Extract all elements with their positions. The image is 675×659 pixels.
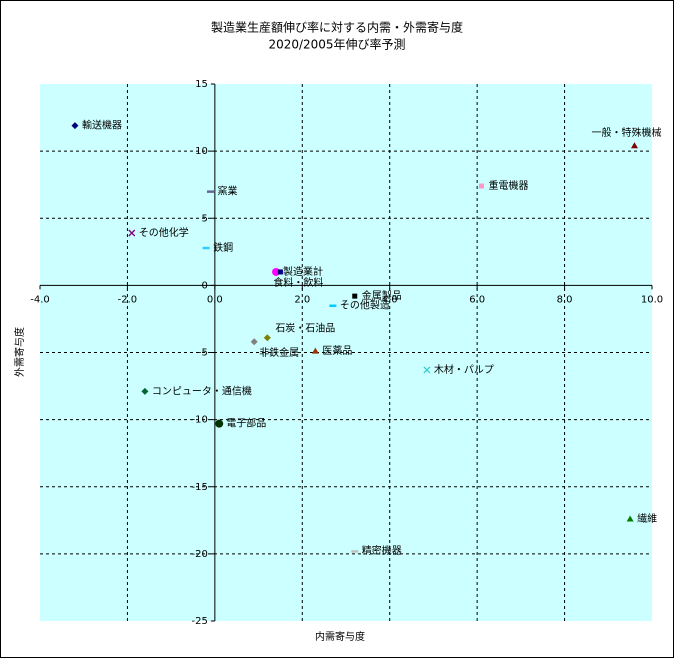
point-label: 繊維 [637, 512, 657, 525]
y-tick-label: 15 [195, 79, 208, 90]
point [215, 419, 224, 428]
chart-title: 製造業生産額伸び率に対する内需・外需寄与度 [211, 20, 463, 35]
y-tick-label: -10 [192, 415, 208, 426]
point-label: 石炭・石油品 [275, 322, 335, 335]
y-tick-label: -5 [198, 348, 208, 359]
x-tick-label: 8.0 [557, 294, 573, 305]
chart-subtitle: 2020/2005年伸び率予測 [268, 37, 405, 52]
point [626, 515, 634, 522]
x-axis-title: 内需寄与度 [315, 630, 365, 643]
point [250, 338, 258, 346]
x-tick-label: -2.0 [118, 294, 138, 305]
x-tick-label: -4.0 [30, 294, 50, 305]
y-tick-label: -20 [192, 549, 208, 560]
point-label: 一般・特殊機械 [592, 126, 662, 139]
x-tick-label: 4.0 [382, 294, 398, 305]
point [277, 269, 283, 275]
y-tick-label: 10 [195, 146, 208, 157]
point-label: 非鉄金属 [259, 346, 299, 359]
y-tick-label: -25 [192, 616, 208, 627]
point-label: 製造業計 [283, 265, 323, 278]
point [423, 366, 431, 374]
y-tick-label: -15 [192, 482, 208, 493]
point-label: 重電機器 [489, 179, 529, 192]
point [128, 229, 136, 237]
point [71, 122, 79, 130]
x-tick-label: 6.0 [469, 294, 485, 305]
point [631, 142, 639, 149]
x-tick-label: 2.0 [294, 294, 310, 305]
point [479, 183, 485, 189]
point-label: 電子部品 [226, 417, 266, 430]
x-tick-label: 10.0 [641, 294, 663, 305]
point [329, 304, 337, 308]
point-label: その他製造 [340, 299, 390, 312]
point-label: 輸送機器 [82, 119, 122, 132]
point [206, 190, 214, 193]
point-label: コンピュータ・通信機 [152, 384, 252, 397]
point [311, 347, 319, 354]
point-label: その他化学 [139, 226, 189, 239]
point-label: 窯業 [217, 184, 237, 197]
point-label: 食料・飲料 [273, 276, 323, 289]
point-label: 医薬品 [322, 345, 352, 357]
point-label: 精密機器 [362, 544, 402, 557]
point-label: 鉄鋼 [213, 241, 233, 254]
point [352, 293, 358, 299]
point-label: 木材・パルプ [434, 363, 494, 376]
point-label: 金属製品 [362, 289, 402, 302]
y-axis-title: 外需寄与度 [13, 327, 26, 377]
point [202, 246, 210, 250]
y-tick-label: 5 [201, 213, 207, 224]
point [263, 334, 271, 342]
point [351, 550, 359, 553]
point [141, 387, 149, 395]
